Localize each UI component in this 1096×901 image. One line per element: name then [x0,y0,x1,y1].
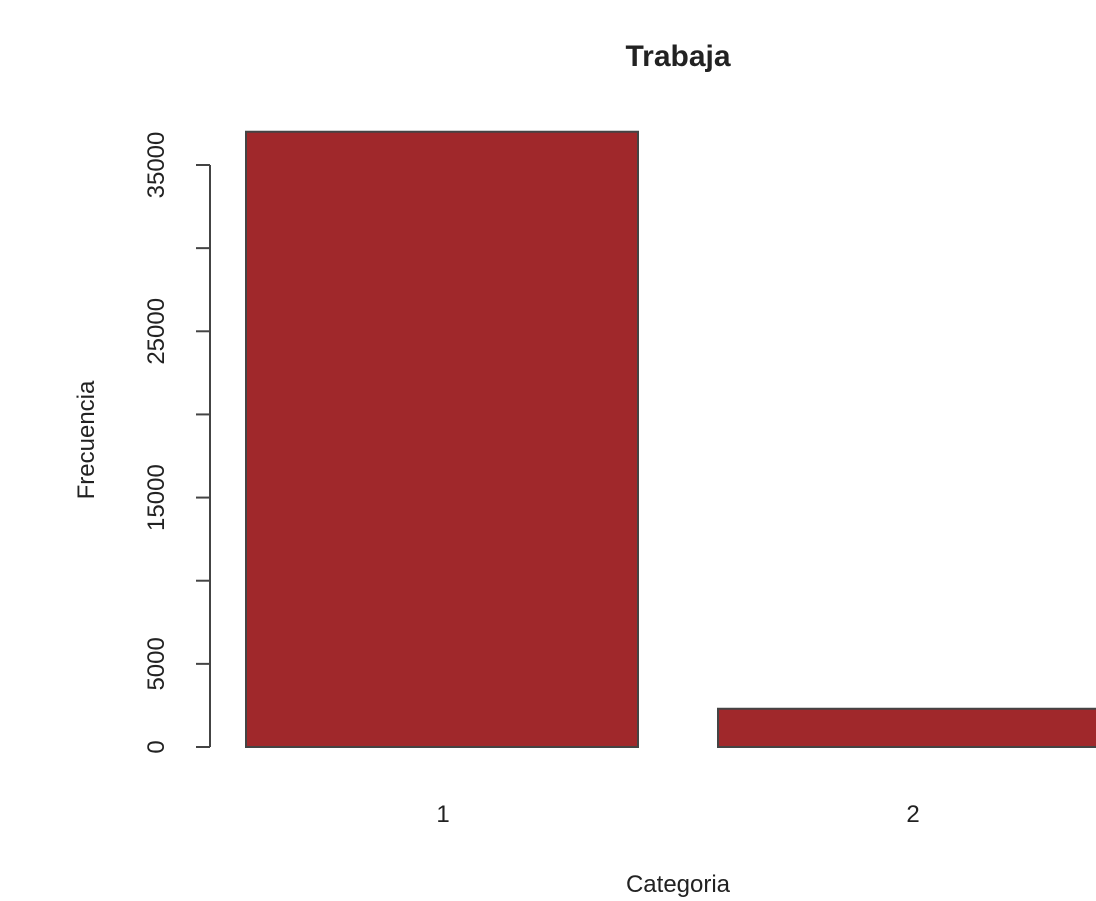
x-tick-label-2: 2 [906,801,919,828]
y-tick-label-5000: 5000 [143,637,170,690]
bar-category-1 [245,130,639,748]
chart-title: Trabaja [625,40,730,73]
x-axis-label: Categoria [626,871,731,898]
x-tick-label-1: 1 [436,801,449,828]
y-tick-label-35000: 35000 [143,132,170,199]
y-tick-label-0: 0 [143,740,170,753]
y-tick-label-15000: 15000 [143,464,170,531]
bar-category-2 [717,707,1096,748]
bars-group [245,130,1096,748]
y-axis: 0 5000 15000 25000 35000 [143,132,211,754]
y-tick-label-25000: 25000 [143,298,170,365]
y-axis-label: Frecuencia [73,380,100,499]
